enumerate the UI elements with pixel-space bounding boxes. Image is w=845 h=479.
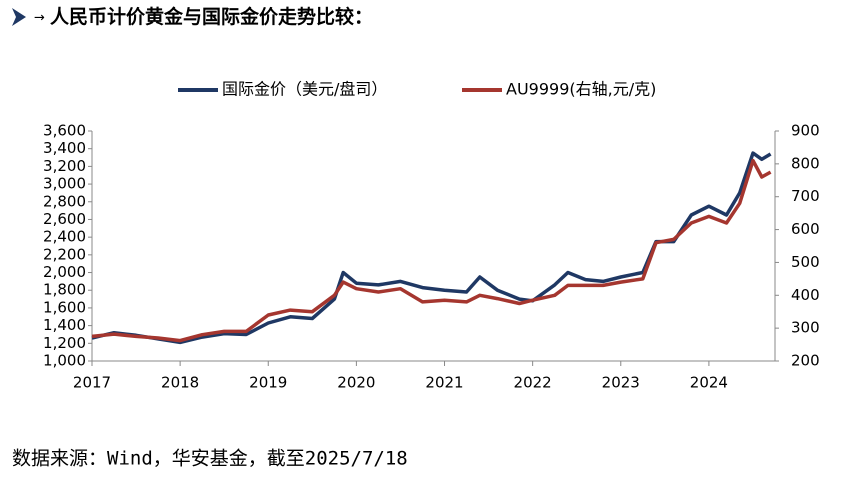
- y2-tick-label: 600: [791, 220, 820, 238]
- y-tick-label: 1,000: [43, 352, 86, 370]
- y2-tick-label: 400: [791, 286, 820, 304]
- x-tick-label: 2024: [690, 374, 728, 392]
- x-tick-label: 2018: [161, 374, 199, 392]
- y2-tick-label: 900: [791, 122, 820, 140]
- x-tick-label: 2019: [249, 374, 287, 392]
- x-tick-label: 2021: [425, 374, 463, 392]
- bullet-icon: [12, 8, 26, 26]
- source-note: 数据来源：Wind，华安基金，截至2025/7/18: [12, 448, 408, 470]
- y2-tick-label: 200: [791, 352, 820, 370]
- y-tick-label: 1,200: [43, 334, 86, 352]
- y2-tick-label: 500: [791, 253, 820, 271]
- y-tick-label: 2,200: [43, 245, 86, 263]
- legend-label: AU9999(右轴,元/克): [506, 80, 656, 99]
- x-tick-label: 2022: [514, 374, 552, 392]
- y-tick-label: 3,000: [43, 175, 86, 193]
- x-tick-label: 2023: [602, 374, 640, 392]
- arrow-mark: →: [34, 11, 45, 26]
- y-tick-label: 3,600: [43, 122, 86, 140]
- y-tick-label: 2,400: [43, 228, 86, 246]
- y2-tick-label: 300: [791, 319, 820, 337]
- series-line: [91, 158, 772, 343]
- series-line: [91, 151, 772, 345]
- y-tick-label: 2,800: [43, 192, 86, 210]
- y-tick-label: 2,600: [43, 210, 86, 228]
- y-tick-label: 1,800: [43, 281, 86, 299]
- y-tick-label: 3,200: [43, 157, 86, 175]
- y2-tick-label: 800: [791, 154, 820, 172]
- y-tick-label: 3,400: [43, 139, 86, 157]
- heading: 人民币计价黄金与国际金价走势比较：: [50, 5, 373, 28]
- y-tick-label: 2,000: [43, 263, 86, 281]
- legend-label: 国际金价（美元/盘司）: [222, 80, 387, 99]
- x-tick-label: 2017: [73, 374, 111, 392]
- y-tick-label: 1,400: [43, 316, 86, 334]
- y2-tick-label: 700: [791, 187, 820, 205]
- y-tick-label: 1,600: [43, 298, 86, 316]
- x-tick-label: 2020: [337, 374, 375, 392]
